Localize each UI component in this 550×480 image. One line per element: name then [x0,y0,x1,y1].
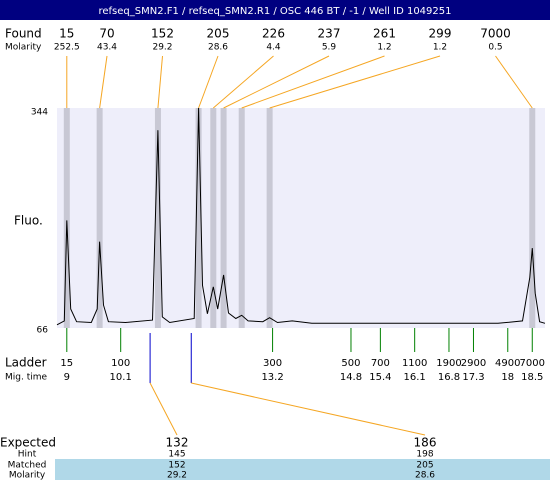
ladder-size: 15 [60,358,73,369]
chart-title: refseq_SMN2.F1 / refseq_SMN2.R1 / OSC 44… [98,6,451,17]
ladder-mig-time: 14.8 [340,372,362,383]
matched-size: 205 [416,461,433,471]
ladder-mig-time: 10.1 [110,372,132,383]
found-molarity: 43.4 [97,43,117,53]
ladder-mig-time: 16.1 [404,372,426,383]
hint-size: 198 [416,450,433,460]
expected-size: 186 [414,436,437,450]
ladder-size: 100 [111,358,130,369]
matched-highlight [55,459,550,480]
y-tick-label: 344 [31,108,48,118]
trace-line [56,107,546,326]
peak-band [529,108,536,328]
matched-molarity: 28.6 [415,471,435,480]
found-size: 15 [59,27,74,41]
found-leader [212,55,274,109]
found-size: 205 [207,27,230,41]
ladder-size: 7000 [520,358,545,369]
ladder-mig-time: 18 [501,372,514,383]
expected-leader [191,382,426,436]
expected-label: Expected [0,436,56,450]
ladder-size: 1900 [436,358,461,369]
found-molarity: 4.4 [266,43,281,53]
matched-label: Matched [8,461,47,471]
found-leader [99,55,108,109]
expected-leader [149,382,178,436]
plot-area [57,108,545,328]
peak-band [220,108,227,328]
ladder-mig-time: 18.5 [521,372,543,383]
found-size: 70 [99,27,114,41]
molarity-label: Molarity [9,471,46,480]
matched-molarity: 29.2 [167,471,187,480]
matched-size: 152 [168,461,185,471]
ladder-size: 500 [341,358,360,369]
ladder-mig-time: 17.3 [462,372,484,383]
hint-size: 145 [168,450,185,460]
found-size: 7000 [480,27,511,41]
peak-band [266,108,273,328]
found-leader [157,55,163,109]
title-bar [0,0,550,20]
found-size: 261 [373,27,396,41]
ladder-mig-time: 15.4 [369,372,391,383]
mig-time-label: Mig. time [5,373,47,383]
ladder-size: 2900 [461,358,486,369]
ladder-mig-time: 13.2 [261,372,283,383]
y-axis-label: Fluo. [14,214,43,228]
y-tick-label: 66 [37,326,49,336]
ladder-size: 300 [263,358,282,369]
found-leader [269,55,441,109]
found-label: Found [5,27,42,41]
found-size: 152 [151,27,174,41]
found-leader [495,55,533,109]
peak-band [154,108,161,328]
found-molarity: 1.2 [433,43,447,53]
found-size: 226 [262,27,285,41]
found-molarity: 28.6 [208,43,228,53]
ladder-mig-time: 9 [64,372,70,383]
ladder-size: 4900 [495,358,520,369]
found-molarity: 5.9 [322,43,337,53]
peak-band [96,108,103,328]
peak-band [238,108,245,328]
peak-band [195,108,202,328]
expected-size: 132 [166,436,189,450]
found-leader [198,55,219,109]
ladder-mig-time: 16.8 [438,372,460,383]
ladder-size: 1100 [402,358,427,369]
found-leader [241,55,385,109]
ladder-label: Ladder [5,356,47,370]
found-size: 237 [318,27,341,41]
found-leader [223,55,330,109]
ladder-size: 700 [371,358,390,369]
found-molarity: 1.2 [377,43,391,53]
peak-band [63,108,70,328]
found-molarity: 0.5 [488,43,502,53]
found-molarity-label: Molarity [5,43,42,53]
hint-label: Hint [18,450,37,460]
peak-band [210,108,217,328]
found-molarity: 252.5 [54,43,80,53]
found-size: 299 [429,27,452,41]
found-molarity: 29.2 [152,43,172,53]
